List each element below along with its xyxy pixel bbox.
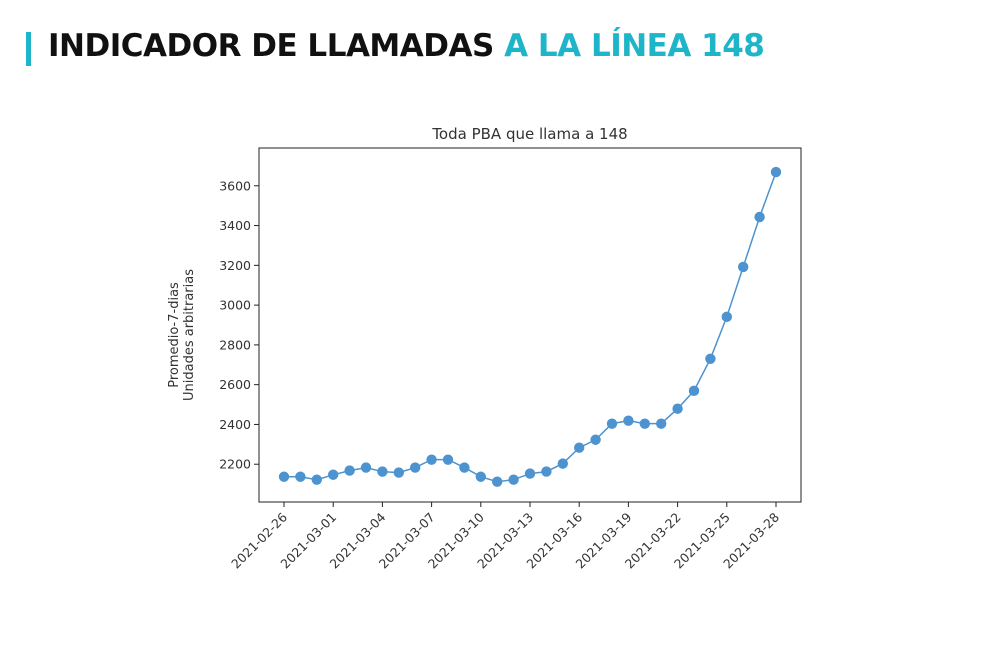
data-point: [738, 261, 749, 273]
y-axis-label: Promedio-7-diasUnidades arbitrarias: [167, 269, 197, 401]
data-point: [721, 311, 732, 323]
data-point: [770, 166, 782, 178]
data-point: [278, 471, 290, 482]
data-point: [311, 474, 322, 485]
y-tick-label: 2600: [219, 377, 251, 392]
data-point: [360, 462, 372, 473]
data-point: [295, 471, 306, 482]
y-tick-label: 2200: [219, 457, 251, 472]
y-axis-label-line: Unidades arbitrarias: [182, 269, 197, 401]
data-point: [475, 471, 486, 482]
y-tick-label: 3200: [219, 258, 251, 273]
chart-title: Toda PBA que llama a 148: [431, 125, 627, 143]
data-point: [754, 211, 765, 223]
page-title: INDICADOR DE LLAMADAS A LA LÍNEA 148: [48, 28, 765, 64]
y-tick-label: 3600: [219, 178, 251, 193]
data-point: [508, 474, 519, 485]
y-tick-label: 3000: [219, 298, 251, 313]
data-point: [328, 469, 339, 480]
data-point: [459, 462, 470, 473]
data-point: [574, 442, 585, 453]
y-tick-label: 2800: [219, 337, 251, 352]
data-point: [639, 418, 650, 429]
y-tick-label: 3400: [219, 218, 251, 233]
data-point: [442, 454, 454, 465]
data-point: [557, 458, 568, 469]
data-point: [623, 415, 634, 426]
data-point: [672, 403, 683, 414]
plot-frame: [258, 147, 802, 503]
data-point: [606, 418, 618, 429]
y-tick-label: 2400: [219, 417, 251, 432]
data-point: [705, 353, 716, 365]
data-point: [656, 418, 667, 429]
data-point: [492, 476, 503, 487]
page-title-accent: A LA LÍNEA 148: [504, 28, 765, 64]
data-point: [344, 465, 355, 476]
data-point: [541, 466, 552, 477]
data-point: [426, 454, 437, 465]
series-line: [284, 171, 777, 483]
data-point: [688, 385, 700, 397]
page-title-main: INDICADOR DE LLAMADAS: [48, 28, 494, 64]
data-point: [377, 466, 388, 477]
y-axis-label-line: Promedio-7-dias: [167, 282, 182, 388]
data-point: [524, 468, 536, 479]
data-point: [590, 434, 601, 445]
title-accent-bar: [26, 32, 31, 66]
data-point: [393, 467, 404, 478]
data-point: [410, 462, 421, 473]
